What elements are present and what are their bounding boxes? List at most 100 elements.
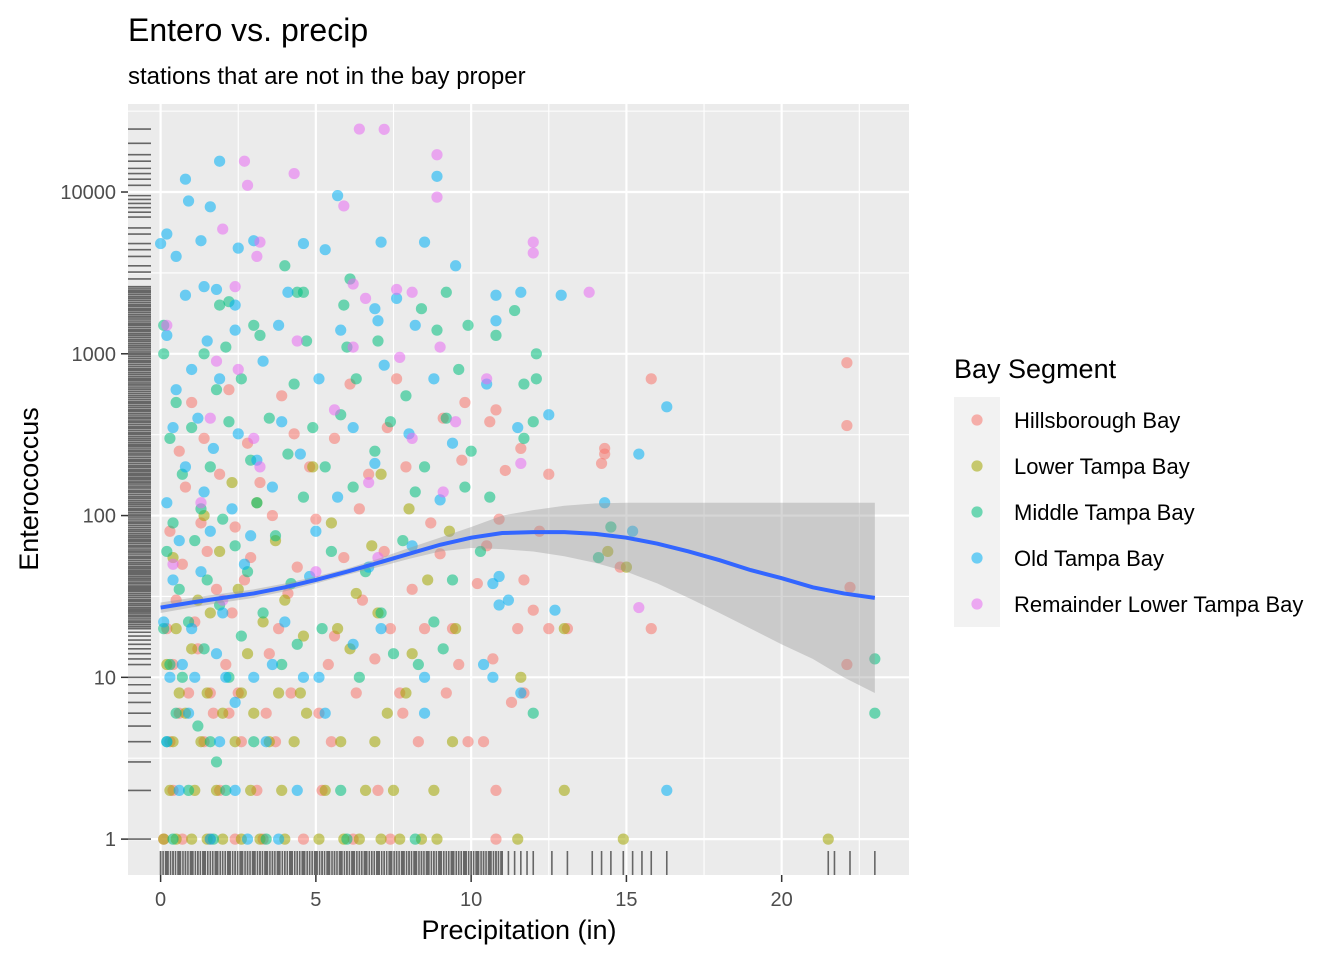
legend-label: Remainder Lower Tampa Bay [1014, 592, 1303, 617]
scatter-point [229, 540, 241, 552]
scatter-point [418, 671, 431, 683]
scatter-point [182, 687, 195, 699]
scatter-point [359, 784, 372, 797]
scatter-point [313, 833, 325, 845]
scatter-point [291, 335, 303, 347]
scatter-point [512, 421, 524, 434]
scatter-point [167, 517, 179, 529]
scatter-point [347, 481, 359, 493]
scatter-point [232, 583, 244, 595]
scatter-point [515, 671, 527, 683]
scatter-point [369, 303, 381, 315]
loess-smooth [160, 502, 876, 694]
scatter-point [260, 707, 272, 719]
scatter-point [207, 442, 219, 455]
scatter-point [387, 784, 400, 797]
x-tick-label: 0 [155, 889, 166, 911]
scatter-point [291, 638, 303, 650]
scatter-point [403, 503, 415, 515]
scatter-point [263, 412, 275, 424]
scatter-point [335, 736, 347, 748]
scatter-point [167, 558, 179, 570]
scatter-point [232, 242, 244, 254]
scatter-point [232, 363, 244, 376]
scatter-point [161, 329, 173, 341]
scatter-point [869, 707, 881, 719]
scatter-point [477, 736, 490, 748]
grid-minor [128, 104, 909, 875]
legend-label: Old Tampa Bay [1014, 546, 1164, 571]
y-tick-label: 100 [83, 506, 116, 528]
scatter-point [273, 687, 285, 699]
scatter-point [161, 497, 173, 509]
scatter-point [515, 457, 527, 470]
scatter-point [353, 833, 365, 845]
scatter-point [238, 558, 251, 570]
scatter-point [220, 658, 232, 671]
scatter-point [226, 607, 238, 619]
scatter-point [297, 237, 310, 250]
scatter-point [214, 736, 226, 748]
scatter-point [400, 461, 412, 473]
scatter-point [285, 687, 297, 699]
scatter-point [369, 736, 381, 748]
scatter-point [465, 445, 477, 457]
scatter-point [518, 432, 530, 444]
scatter-point [481, 373, 493, 385]
scatter-point [198, 643, 210, 655]
scatter-point [257, 616, 269, 628]
scatter-point [353, 671, 365, 683]
scatter-point [602, 545, 614, 558]
scatter-point [182, 707, 195, 719]
scatter-point [527, 707, 539, 719]
scatter-point [207, 707, 219, 719]
scatter-point [279, 594, 291, 606]
scatter-point [363, 468, 375, 480]
scatter-point [620, 561, 633, 573]
scatter-point [471, 577, 483, 590]
scatter-point [406, 583, 418, 595]
chart-title: Entero vs. precip [128, 12, 368, 48]
scatter-point [378, 359, 390, 371]
scatter-point [300, 707, 313, 719]
scatter-point [347, 278, 359, 290]
scatter-point [288, 378, 300, 390]
scatter-point [310, 525, 322, 537]
scatter-point [372, 335, 384, 347]
scatter-point [245, 530, 257, 542]
scatter-point [397, 535, 409, 547]
scatter-point [179, 173, 192, 185]
scatter-point [325, 545, 338, 558]
scatter-point [210, 756, 223, 768]
scatter-point [391, 292, 403, 304]
scatter-point [415, 303, 428, 315]
plot-panel [128, 104, 909, 875]
scatter-point [155, 237, 167, 250]
scatter-point [291, 561, 303, 573]
scatter-point [186, 643, 198, 655]
scatter-point [297, 630, 310, 642]
scatter-point [173, 535, 185, 547]
y-tick-label: 1 [105, 829, 116, 851]
scatter-point [288, 167, 300, 180]
scatter-point [241, 179, 254, 191]
scatter-point [170, 707, 182, 719]
scatter-point [319, 707, 331, 719]
scatter-point [198, 432, 210, 444]
scatter-point [210, 583, 223, 595]
scatter-point [406, 432, 418, 444]
scatter-point [288, 736, 300, 748]
scatter-point [372, 315, 384, 327]
scatter-point [397, 707, 409, 719]
scatter-point [214, 468, 226, 480]
scatter-point [375, 468, 387, 480]
scatter-point [229, 281, 241, 293]
scatter-point [490, 784, 502, 797]
scatter-point [412, 736, 424, 748]
scatter-point [512, 833, 524, 845]
scatter-point [186, 623, 198, 635]
scatter-point [409, 319, 421, 331]
scatter-point [254, 461, 266, 473]
scatter-point [170, 250, 182, 262]
scatter-point [161, 319, 173, 331]
